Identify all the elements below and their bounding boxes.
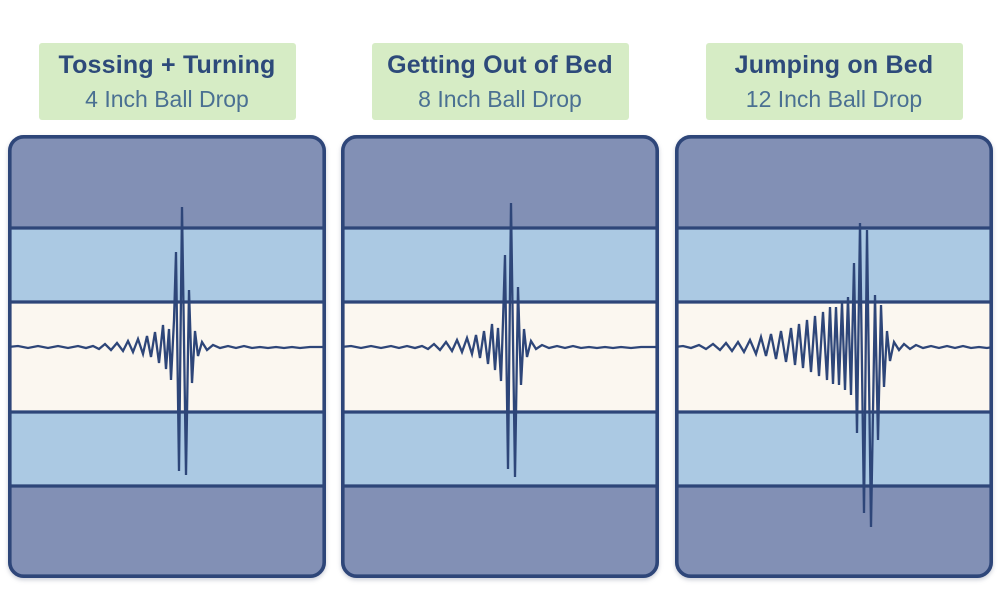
seismograph-panel [8,135,326,578]
mattress-layer-bottom-dark [341,486,659,578]
panel-title: Tossing + Turning [58,50,276,79]
layer-divider-lines [8,226,326,488]
vibration-waveform [8,206,326,476]
mattress-layer-top-dark [675,135,993,228]
panel-subtitle: 4 Inch Ball Drop [85,85,249,112]
layer-divider-lines [341,226,659,488]
panel-subtitle: 12 Inch Ball Drop [745,85,923,112]
test-column-getting-out-of-bed: Getting Out of Bed 8 Inch Ball Drop [341,43,659,578]
panel-title: Getting Out of Bed [387,50,613,79]
mattress-layer-lower-light [341,412,659,486]
mattress-layer-upper-light [8,228,326,302]
panel-header: Tossing + Turning 4 Inch Ball Drop [38,43,296,120]
seismograph-panel [341,135,659,578]
vibration-waveform [675,222,993,528]
panel-header: Getting Out of Bed 8 Inch Ball Drop [371,43,629,120]
mattress-layer-bottom-dark [675,486,993,578]
test-column-tossing-turning: Tossing + Turning 4 Inch Ball Drop [8,43,326,578]
mattress-layer-upper-light [675,228,993,302]
mattress-layer-bottom-dark [8,486,326,578]
mattress-layer-lower-light [8,412,326,486]
test-column-jumping-on-bed: Jumping on Bed 12 Inch Ball Drop [675,43,993,578]
panel-border [675,135,993,578]
panel-border [341,135,659,578]
panel-border [8,135,326,578]
seismograph-panel [675,135,993,578]
mattress-layer-lower-light [675,412,993,486]
panel-subtitle: 8 Inch Ball Drop [418,85,582,112]
layer-divider-lines [675,226,993,488]
mattress-layer-top-dark [8,135,326,228]
mattress-layer-top-dark [341,135,659,228]
panel-header: Jumping on Bed 12 Inch Ball Drop [705,43,963,120]
panel-title: Jumping on Bed [734,50,934,79]
mattress-layer-upper-light [341,228,659,302]
vibration-waveform [341,202,659,478]
